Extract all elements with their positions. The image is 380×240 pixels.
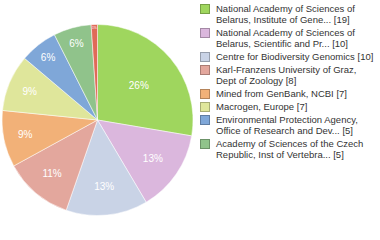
- svg-text:13%: 13%: [94, 181, 114, 192]
- html-text:Environmental Protection Agenc: Environmental Protection Agency, Office …: [216, 114, 358, 136]
- svg-text:6%: 6%: [69, 38, 84, 49]
- svg-text:9%: 9%: [22, 86, 37, 97]
- html-text:Karl-Franzens University of Gr: Karl-Franzens University of Graz, Dept o…: [216, 64, 357, 86]
- html-text:Macrogen, Europe [7]: Macrogen, Europe [7]: [216, 101, 308, 112]
- svg-text:1%: 1%: [92, 26, 97, 30]
- html-text:National Academy of Sciences o: National Academy of Sciences of Belarus,…: [216, 27, 355, 49]
- svg-text:9%: 9%: [18, 129, 33, 140]
- html-text:Academy of Sciences of the Cze: Academy of Sciences of the Czech Republi…: [216, 138, 364, 160]
- html-text:National Academy of Sciences o: National Academy of Sciences of Belarus,…: [216, 3, 355, 25]
- svg-text:13%: 13%: [143, 153, 163, 164]
- html-text:Mined from GenBank, NCBI [7]: Mined from GenBank, NCBI [7]: [216, 88, 347, 99]
- svg-text:6%: 6%: [41, 52, 56, 63]
- svg-text:11%: 11%: [42, 168, 61, 179]
- svg-text:26%: 26%: [129, 80, 149, 91]
- html-text:Centre for Biodiversity Genomi: Centre for Biodiversity Genomics [10]: [216, 51, 374, 62]
